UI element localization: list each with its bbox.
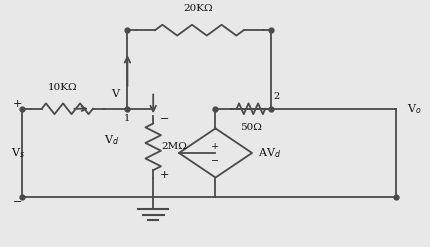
Text: V$_o$: V$_o$ — [406, 102, 421, 116]
Text: 2MΩ: 2MΩ — [161, 142, 187, 151]
Text: +: + — [159, 170, 169, 180]
Text: −: − — [211, 157, 219, 166]
Text: 10KΩ: 10KΩ — [48, 82, 78, 92]
Text: 20KΩ: 20KΩ — [183, 4, 212, 13]
Text: V$_d$: V$_d$ — [103, 133, 119, 147]
Text: +: + — [211, 142, 219, 151]
Text: 50Ω: 50Ω — [239, 124, 261, 132]
Text: 2: 2 — [273, 92, 279, 102]
Text: 1: 1 — [124, 114, 130, 123]
Text: +: + — [13, 99, 22, 109]
Text: −: − — [159, 114, 169, 124]
Text: −: − — [13, 197, 22, 207]
Text: V$_s$: V$_s$ — [11, 146, 25, 160]
Text: V: V — [111, 89, 119, 99]
Text: AV$_d$: AV$_d$ — [258, 146, 281, 160]
